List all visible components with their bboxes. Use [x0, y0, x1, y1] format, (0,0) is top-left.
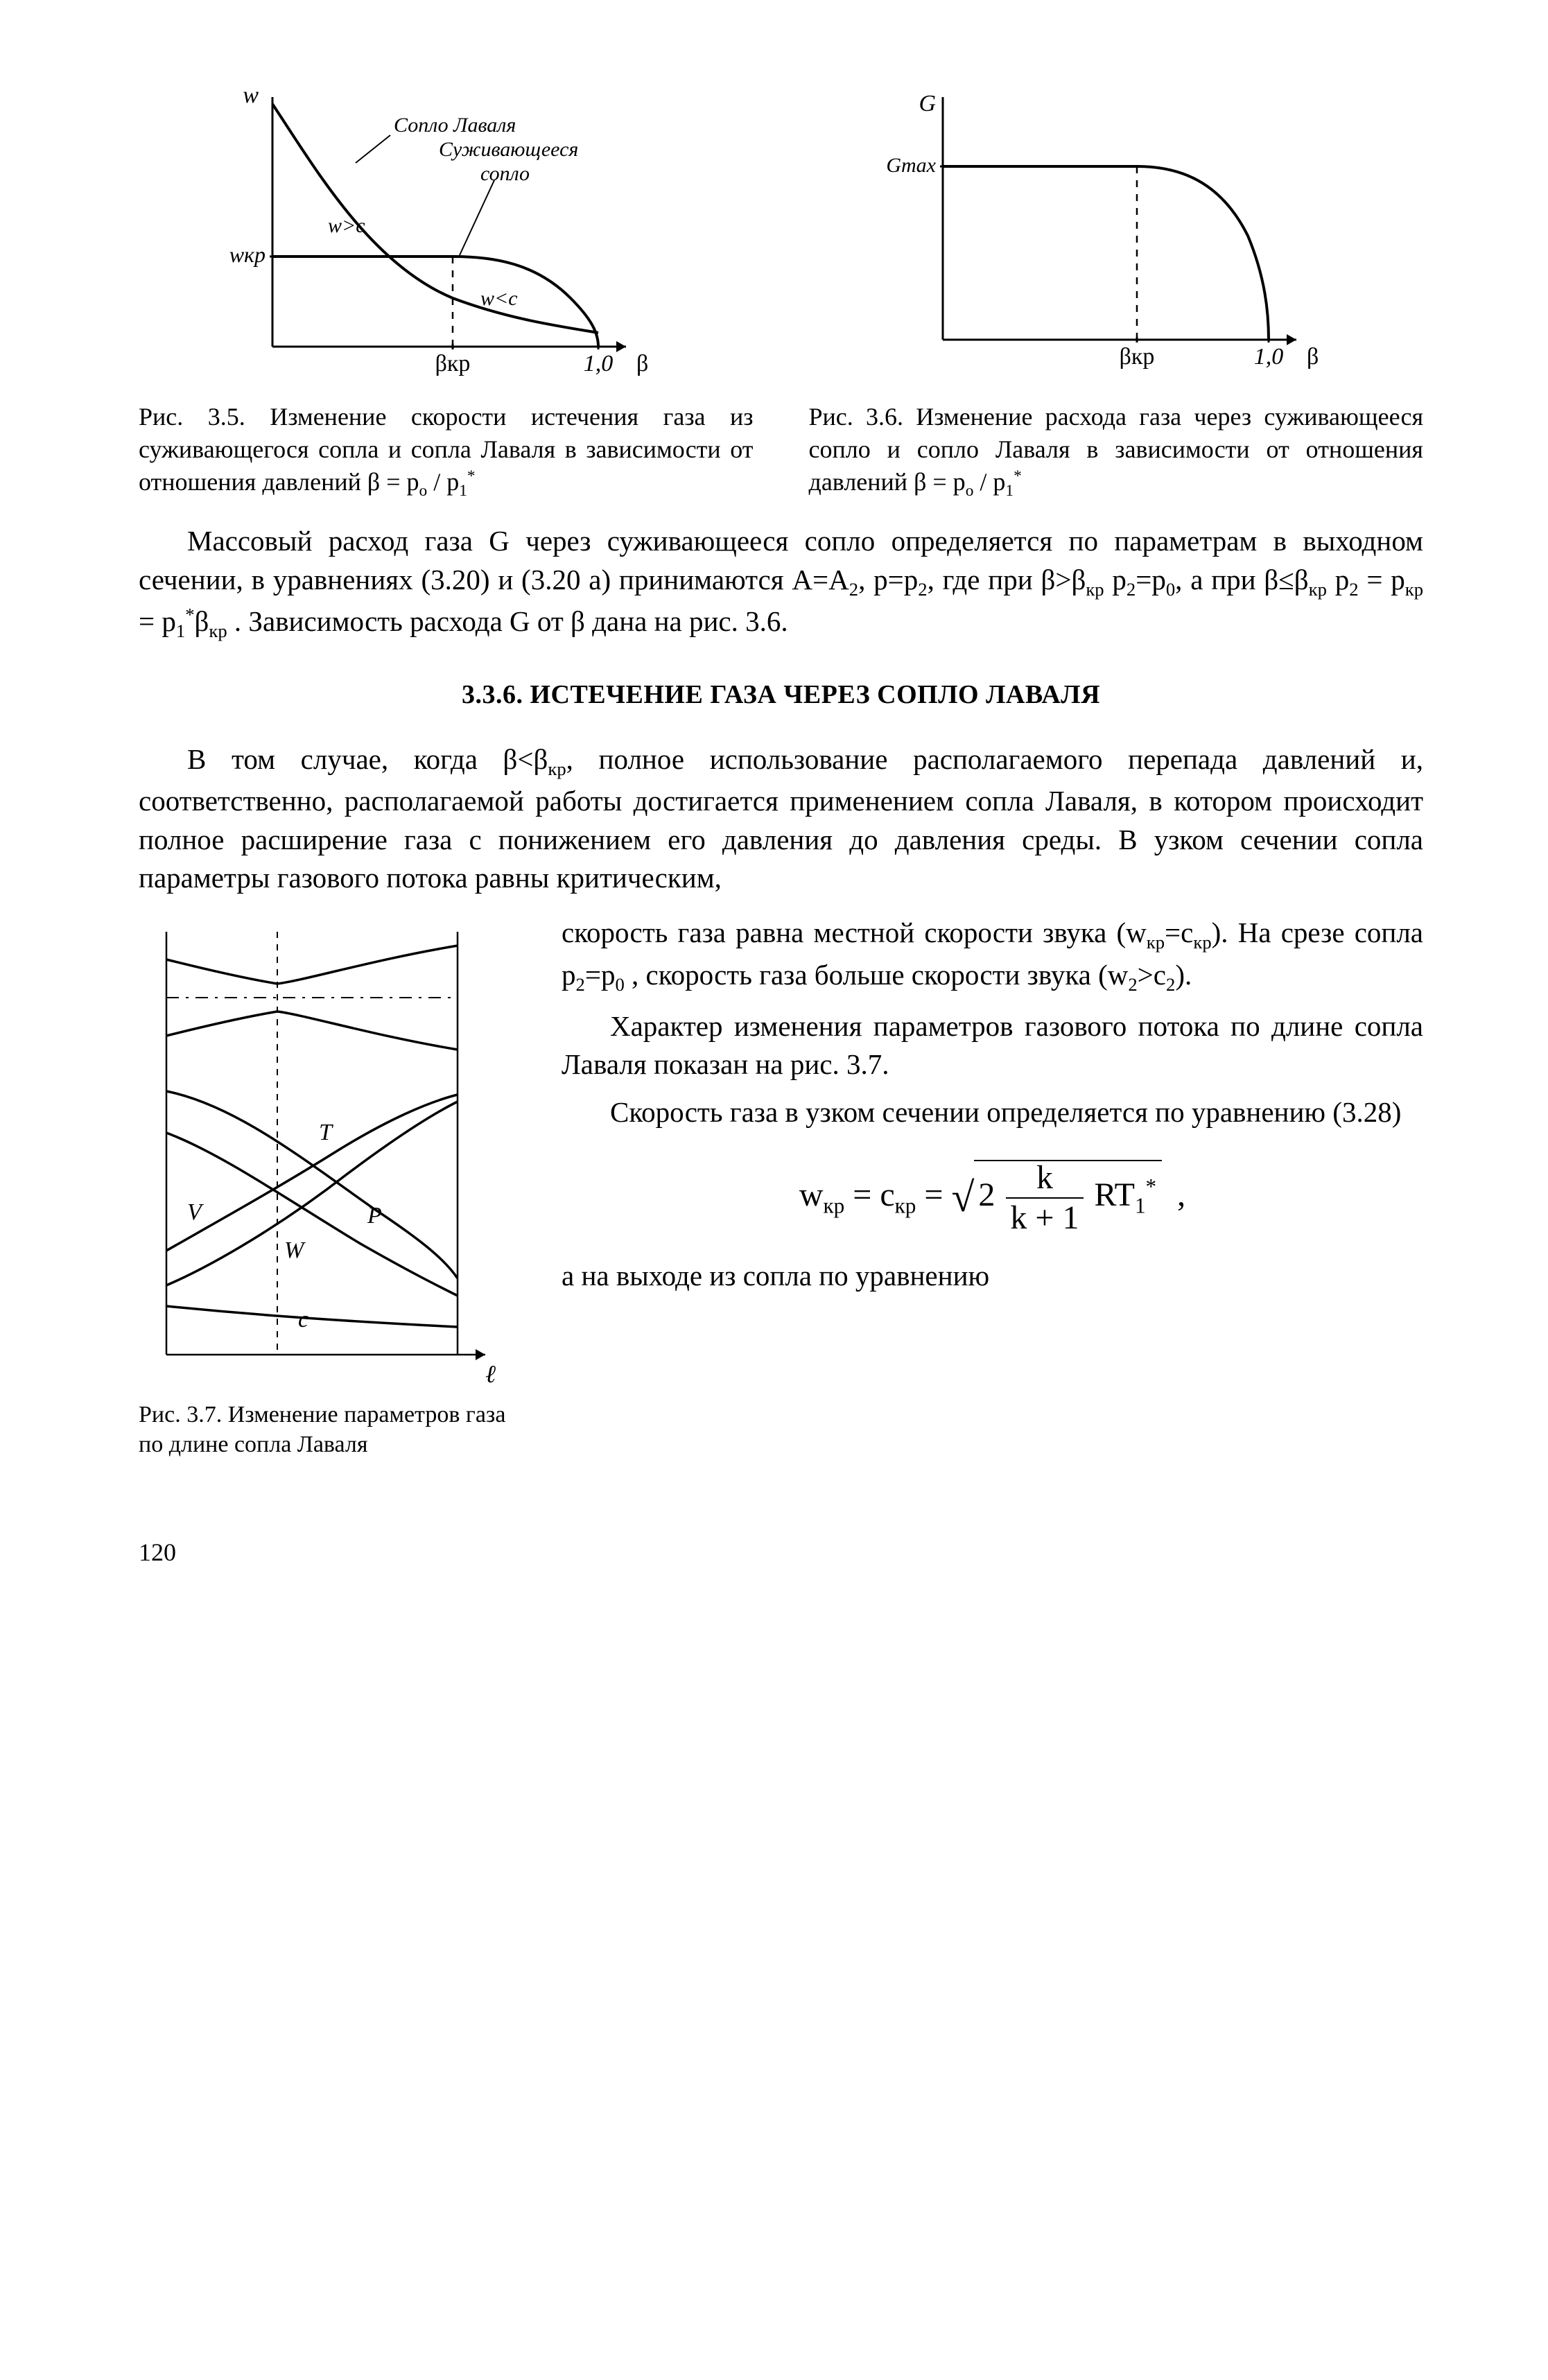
fig37-label-P: P: [367, 1203, 382, 1228]
fig35-x-tick-10: 1,0: [584, 351, 614, 376]
fig35-annot-conv-line2: сопло: [480, 162, 530, 185]
fig36-y-tick: Gmax: [886, 154, 936, 177]
rcol-para-4: а на выходе из сопла по уравнению: [562, 1257, 1423, 1295]
eq-root-frac-den: k + 1: [1006, 1199, 1083, 1235]
rcol-para-3: Скорость газа в узком сечении определяет…: [562, 1093, 1423, 1131]
rcol-para-2: Характер изменения параметров газового п…: [562, 1007, 1423, 1084]
figure-3-5-svg: w βкр 1,0 β wкр Сопло Лаваля Суживающеес…: [231, 83, 661, 388]
eq-root-suffix: RT1*: [1095, 1176, 1157, 1213]
figure-3-7-svg: T V P W c ℓ: [139, 904, 499, 1389]
figure-3-6-caption: Рис. 3.6. Изменение расхода газа через с…: [809, 401, 1424, 501]
fig35-annot-conv-line1: Суживающееся: [439, 138, 578, 161]
fig37-curve-T: [166, 1091, 458, 1278]
equation-wkr: wкр = cкр = √ 2 k k + 1 RT1* ,: [562, 1160, 1423, 1236]
sqrt-icon: √: [951, 1174, 974, 1220]
fig37-curve-W: [166, 1102, 458, 1285]
eq-root-prefix: 2: [978, 1176, 995, 1213]
fig36-caption-text: Рис. 3.6. Изменение расхода газа через с…: [809, 403, 1424, 496]
fig37-label-C: c: [298, 1307, 308, 1332]
fig37-nozzle-top: [166, 946, 458, 984]
paragraph-laval-intro: В том случае, когда β<βкр, полное исполь…: [139, 740, 1423, 897]
fig37-label-T: T: [319, 1120, 333, 1145]
fig35-x-label: β: [636, 351, 648, 376]
figure-3-6-svg: G Gmax βкр 1,0 β: [901, 83, 1331, 388]
fig35-annot-laval: Сопло Лаваля: [394, 114, 516, 137]
fig35-x-tick-kr: βкр: [435, 351, 471, 376]
fig35-y-label: w: [243, 82, 259, 108]
figure-3-7: T V P W c ℓ Рис. 3.7. Изменение параметр…: [139, 904, 527, 1459]
fig37-curve-V: [166, 1095, 458, 1251]
fig35-conv-curve: [272, 257, 598, 347]
eq-under-root: 2 k k + 1 RT1*: [974, 1160, 1162, 1236]
fig35-y-tick: wкр: [229, 242, 266, 267]
fig36-curve: [943, 166, 1269, 340]
fig36-caption-eq: β = pо / p1*: [914, 468, 1022, 496]
fig36-x-tick-kr: βкр: [1119, 344, 1154, 370]
figure-3-5-caption: Рис. 3.5. Изменение скорости истечения г…: [139, 401, 754, 501]
fig36-x-label: β: [1307, 344, 1319, 370]
fig37-x-label: ℓ: [485, 1360, 496, 1388]
fig36-y-label: G: [919, 91, 936, 116]
figures-row: w βкр 1,0 β wкр Сопло Лаваля Суживающеес…: [139, 83, 1423, 501]
fig35-region-wgtc: w>c: [328, 214, 365, 237]
figure-3-7-caption: Рис. 3.7. Изменение параметров газа по д…: [139, 1400, 527, 1459]
figure-3-7-block: T V P W c ℓ Рис. 3.7. Изменение параметр…: [139, 904, 1423, 1459]
eq-trailer: ,: [1177, 1176, 1185, 1213]
page-number: 120: [139, 1536, 1423, 1570]
figure-3-5: w βкр 1,0 β wкр Сопло Лаваля Суживающеес…: [139, 83, 754, 501]
fig37-label-V: V: [187, 1199, 205, 1225]
eq-lhs: wкр = cкр =: [799, 1176, 952, 1213]
fig35-region-wltc: w<c: [480, 287, 518, 310]
figure-3-6: G Gmax βкр 1,0 β Рис. 3.6. Изменение рас…: [809, 83, 1424, 501]
rcol-para-1: скорость газа равна местной скорости зву…: [562, 914, 1423, 997]
fig37-nozzle-bot: [166, 1011, 458, 1050]
fig35-caption-eq: β = pо / p1*: [367, 468, 476, 496]
paragraph-mass-flow: Массовый расход газа G через суживающеес…: [139, 522, 1423, 644]
fig36-x-tick-10: 1,0: [1254, 344, 1284, 370]
right-text-column: скорость газа равна местной скорости зву…: [562, 904, 1423, 1305]
fig37-curve-C: [166, 1306, 458, 1327]
eq-root-frac-num: k: [1006, 1161, 1083, 1199]
eq-root-frac: k k + 1: [1006, 1161, 1083, 1235]
fig37-label-W: W: [284, 1237, 306, 1263]
fig37-curve-P: [166, 1133, 458, 1296]
section-heading-3-3-6: 3.3.6. ИСТЕЧЕНИЕ ГАЗА ЧЕРЕЗ СОПЛО ЛАВАЛЯ: [139, 677, 1423, 713]
